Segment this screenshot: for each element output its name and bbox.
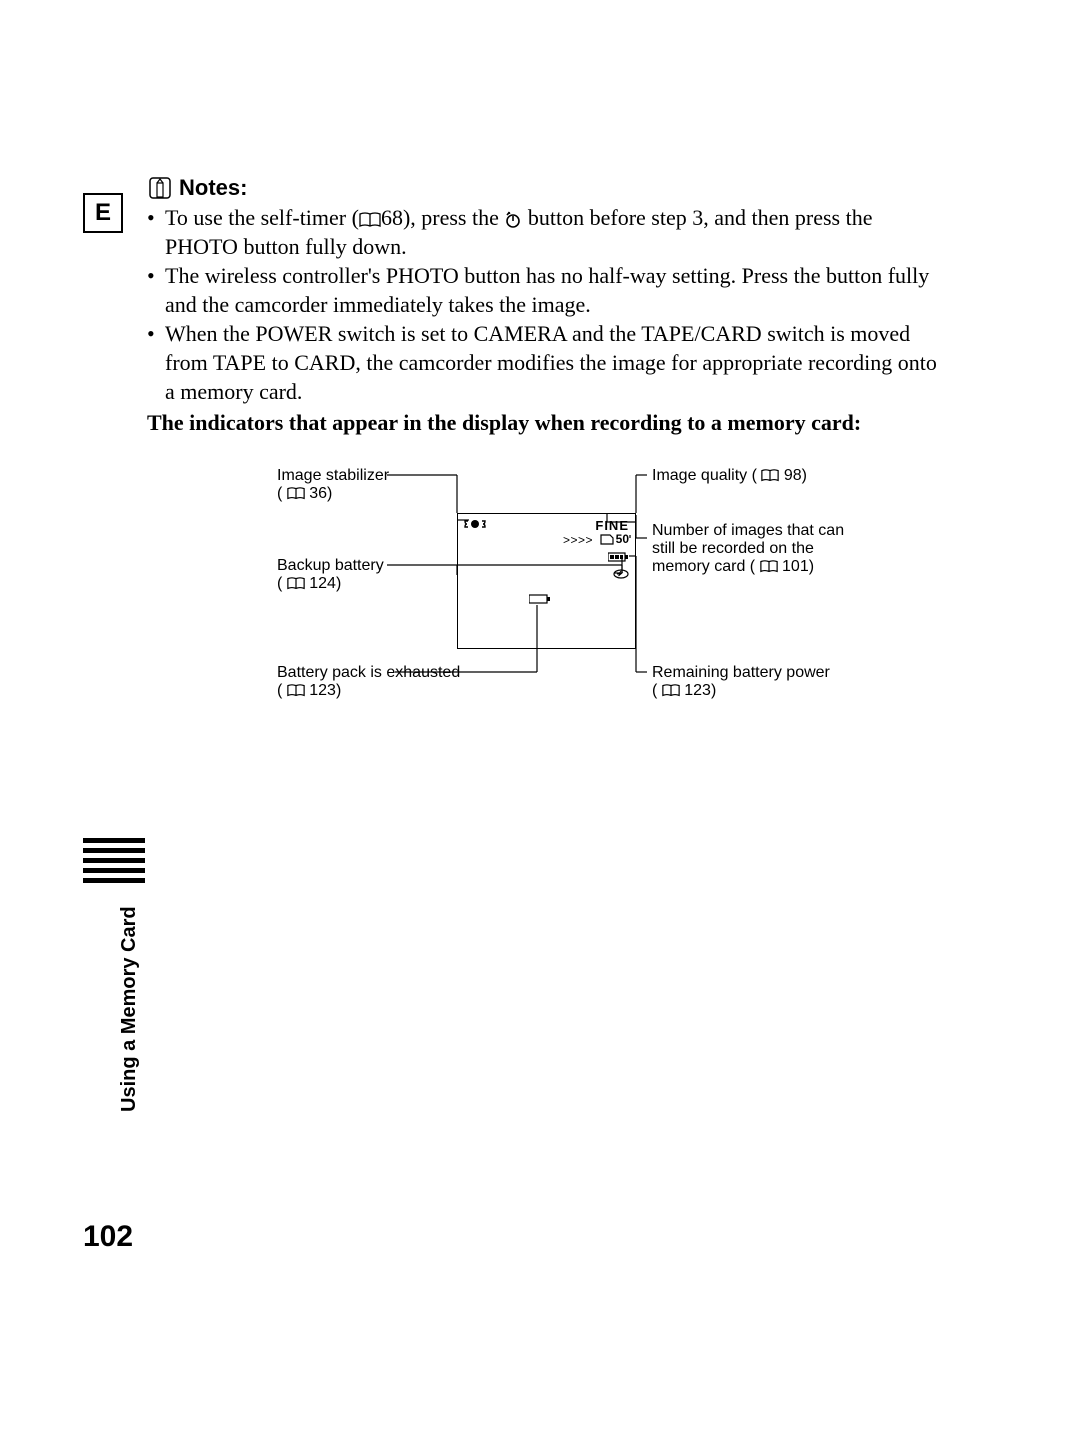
label-backup: Backup battery ( 124) bbox=[277, 557, 384, 593]
label-text: Backup battery bbox=[277, 557, 384, 575]
building-icon bbox=[147, 177, 173, 199]
label-text: Image quality ( bbox=[652, 467, 757, 484]
label-text: Remaining battery power bbox=[652, 664, 830, 682]
stabilizer-icon bbox=[464, 518, 486, 530]
page-number: 102 bbox=[83, 1220, 133, 1254]
sidebar-section-title: Using a Memory Card bbox=[118, 1082, 348, 1112]
battery-empty-icon bbox=[529, 594, 551, 604]
card-50-group: 50 bbox=[600, 532, 629, 546]
card-count: 50 bbox=[616, 532, 629, 546]
page-ref: 98 bbox=[784, 467, 802, 484]
book-icon bbox=[359, 212, 381, 228]
book-icon bbox=[287, 684, 305, 697]
bullet-icon: • bbox=[147, 261, 165, 319]
page: E Notes: • To use the self-timer ( 68), p… bbox=[0, 0, 1080, 1443]
note-text: The wireless controller's PHOTO button h… bbox=[165, 261, 937, 319]
card-icon bbox=[600, 534, 614, 545]
note-item: • When the POWER switch is set to CAMERA… bbox=[147, 319, 937, 406]
label-quality: Image quality ( 98) bbox=[652, 467, 807, 485]
bullet-icon: • bbox=[147, 319, 165, 406]
label-text: Battery pack is exhausted bbox=[277, 664, 460, 682]
label-text: still be recorded on the bbox=[652, 540, 844, 558]
book-icon bbox=[662, 684, 680, 697]
page-ref: 124 bbox=[309, 575, 336, 592]
note-text: When the POWER switch is set to CAMERA a… bbox=[165, 319, 937, 406]
sidebar-bars-icon bbox=[83, 838, 145, 886]
note-item: • To use the self-timer (68), press the … bbox=[147, 203, 937, 261]
bullet-icon: • bbox=[147, 203, 165, 261]
book-icon bbox=[287, 487, 305, 500]
notes-heading: Notes: bbox=[147, 175, 247, 201]
battery-icon bbox=[608, 552, 629, 562]
label-text: Number of images that can bbox=[652, 522, 844, 540]
label-text: ) bbox=[802, 467, 807, 484]
backup-battery-icon bbox=[613, 569, 629, 579]
page-ref: 36 bbox=[309, 485, 327, 502]
fine-label: FINE bbox=[595, 518, 629, 533]
note-item: • The wireless controller's PHOTO button… bbox=[147, 261, 937, 319]
label-text: ) bbox=[809, 558, 814, 575]
label-remaining: Remaining battery power ( 123) bbox=[652, 664, 830, 700]
language-marker: E bbox=[83, 193, 123, 233]
label-exhausted: Battery pack is exhausted ( 123) bbox=[277, 664, 460, 700]
page-ref: 123 bbox=[309, 682, 336, 699]
book-icon bbox=[287, 577, 305, 590]
book-icon bbox=[760, 560, 778, 573]
label-text: memory card ( bbox=[652, 558, 755, 575]
notes-title: Notes: bbox=[179, 175, 247, 201]
page-ref: 101 bbox=[782, 558, 809, 575]
note-text: ), press the bbox=[403, 205, 504, 230]
page-ref: 68 bbox=[381, 205, 403, 230]
notes-list: • To use the self-timer (68), press the … bbox=[147, 203, 937, 406]
note-text: To use the self-timer ( bbox=[165, 205, 359, 230]
timer-icon bbox=[504, 211, 522, 229]
display-screen: FINE >>>> 50 bbox=[457, 513, 636, 649]
section-heading: The indicators that appear in the displa… bbox=[147, 410, 937, 436]
display-diagram: FINE >>>> 50 bbox=[147, 460, 937, 750]
page-ref: 123 bbox=[684, 682, 711, 699]
label-stabilizer: Image stabilizer ( 36) bbox=[277, 467, 389, 503]
arrows-label: >>>> bbox=[563, 533, 593, 547]
book-icon bbox=[761, 469, 779, 482]
label-numimages: Number of images that can still be recor… bbox=[652, 522, 844, 576]
label-text: Image stabilizer bbox=[277, 467, 389, 485]
